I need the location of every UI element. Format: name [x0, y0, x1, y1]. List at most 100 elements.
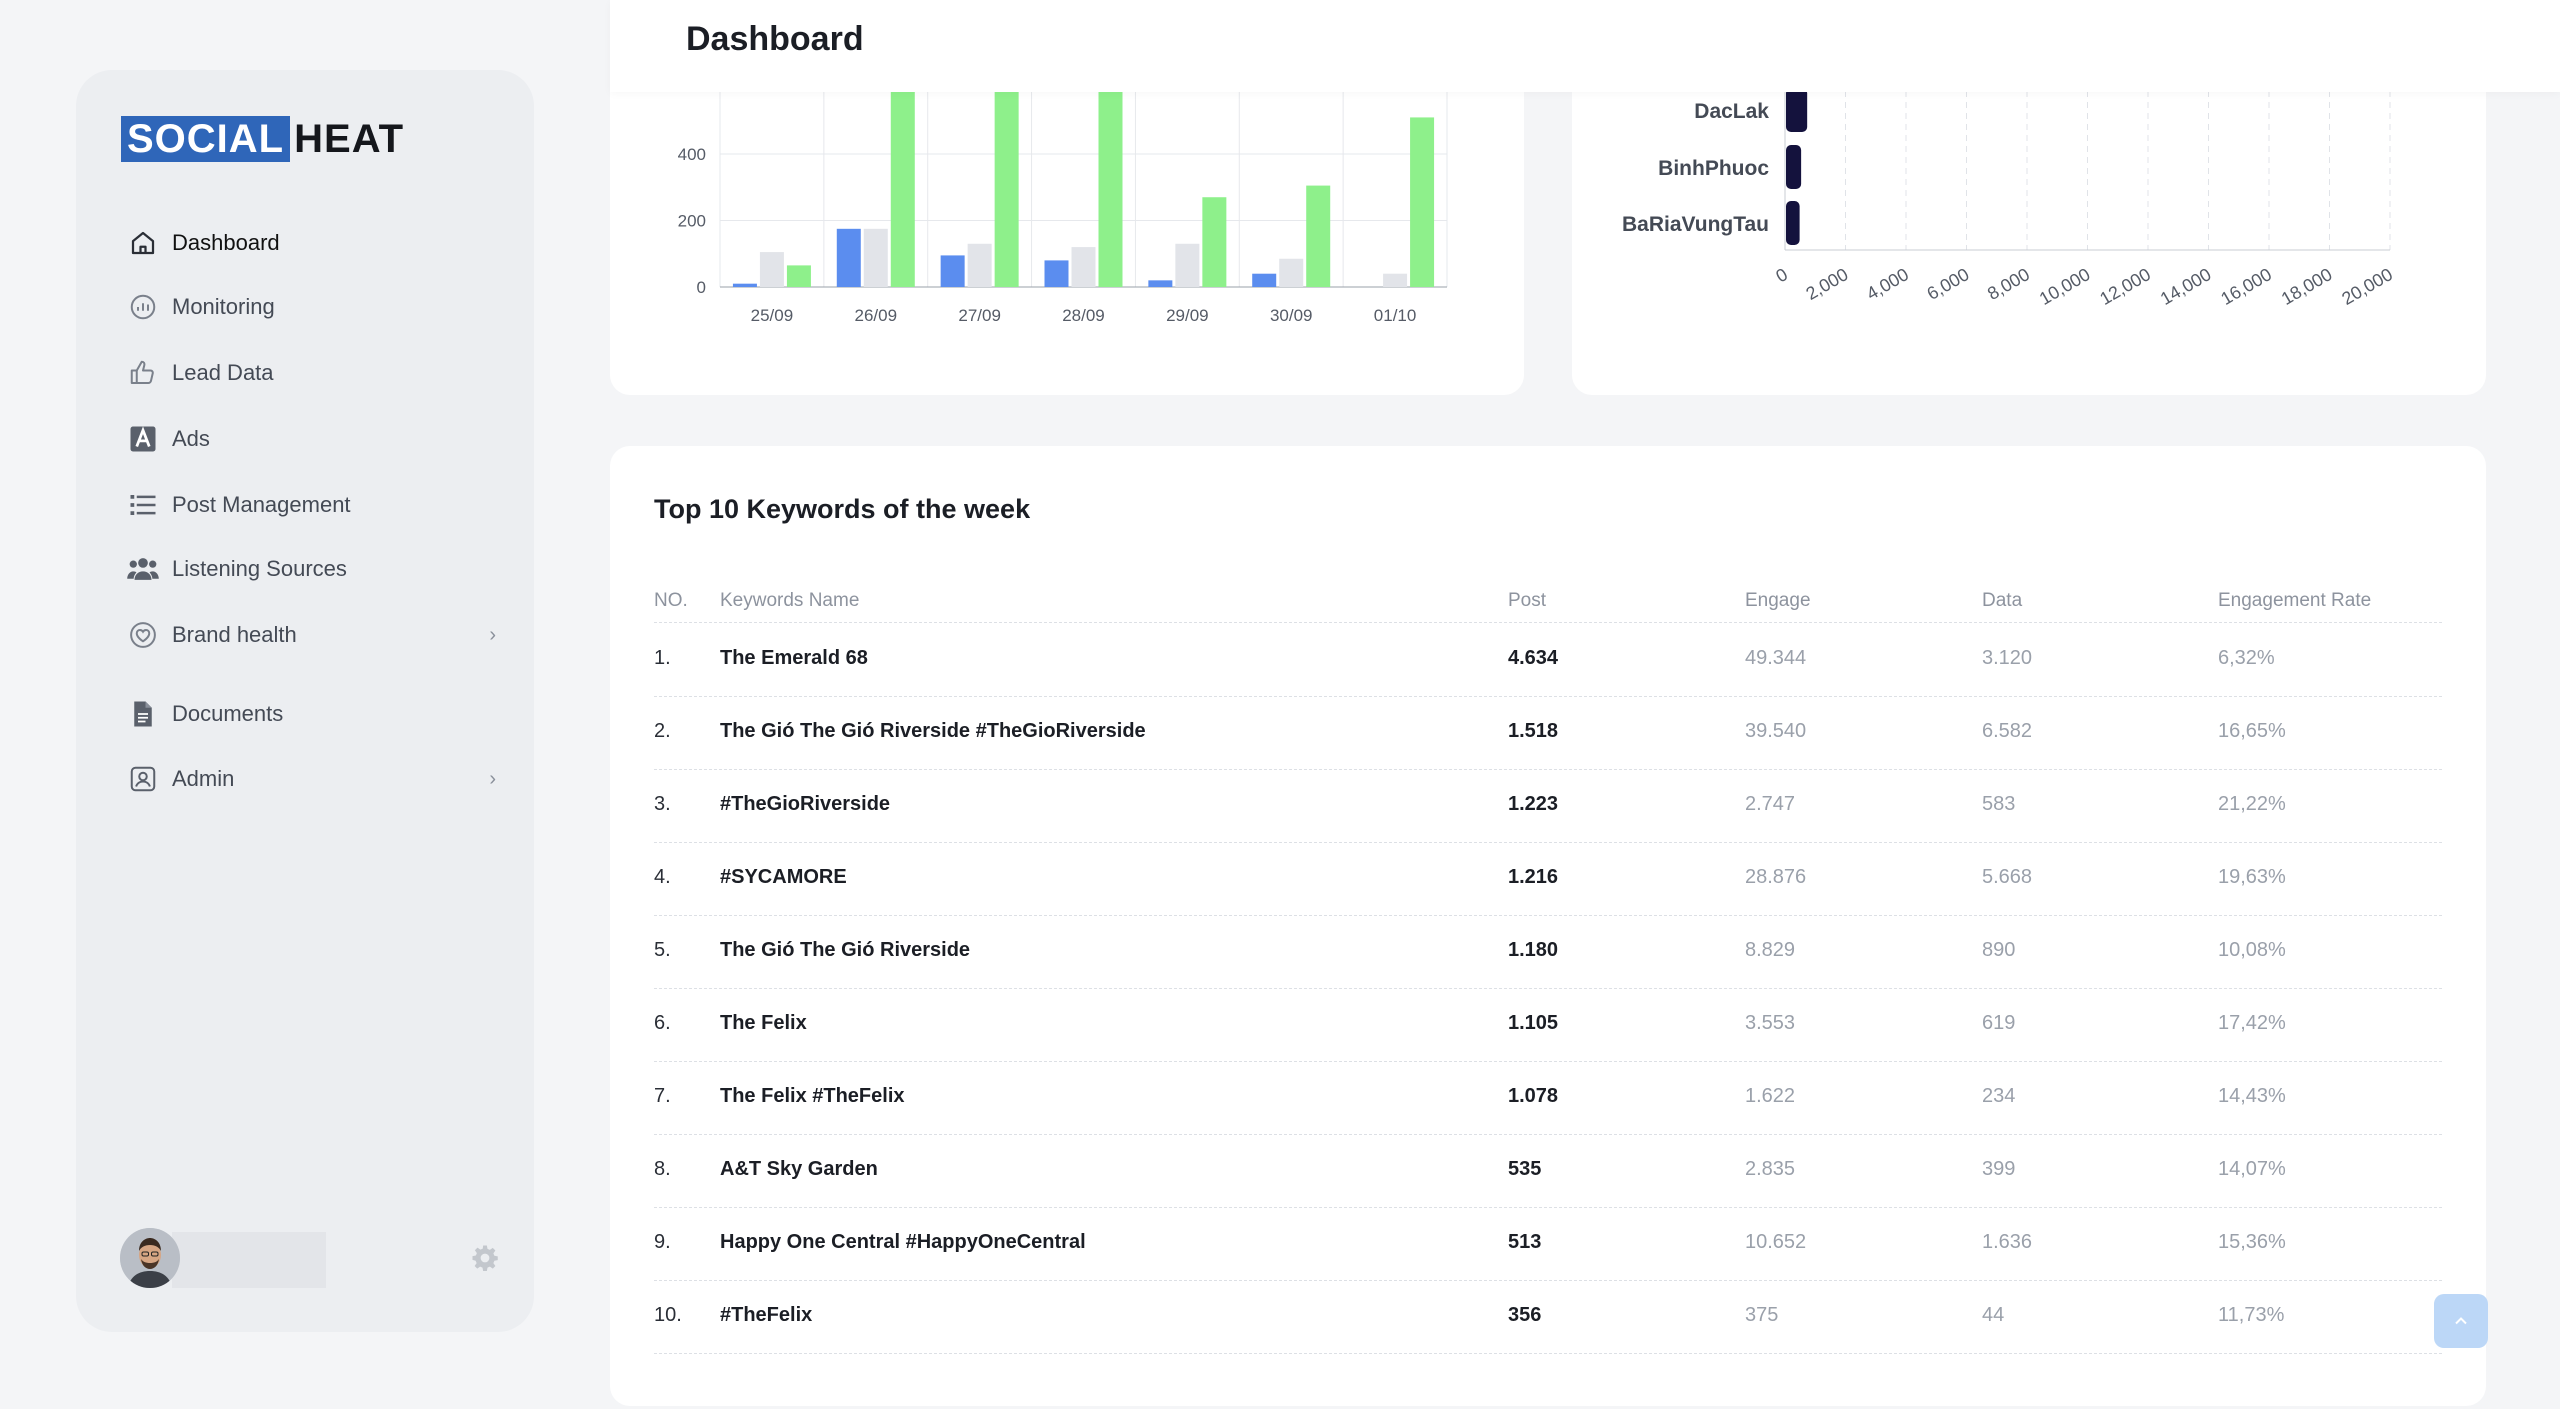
y-category-label: BinhPhuoc — [1658, 157, 1769, 180]
table-row[interactable]: 1. The Emerald 68 4.634 49.344 3.120 6,32% — [654, 623, 2442, 697]
col-header-post[interactable]: Post — [1508, 590, 1547, 611]
cell-rate: 19,63% — [2218, 866, 2286, 888]
x-tick-label: 26/09 — [855, 306, 898, 325]
table-row[interactable]: 10. #TheFelix 356 375 44 11,73% — [654, 1280, 2442, 1354]
cell-no: 8. — [654, 1158, 671, 1180]
sidebar-item-brand-health[interactable]: Brand health › — [126, 610, 496, 660]
table-row[interactable]: 4. #SYCAMORE 1.216 28.876 5.668 19,63% — [654, 842, 2442, 916]
home-icon — [126, 226, 160, 260]
table-title: Top 10 Keywords of the week — [654, 494, 1031, 524]
cell-rate: 11,73% — [2218, 1304, 2285, 1326]
y-tick-label: 400 — [678, 145, 706, 164]
sidebar-item-label: Post Management — [172, 492, 351, 517]
cell-name[interactable]: A&T Sky Garden — [720, 1158, 878, 1180]
cell-name[interactable]: The Emerald 68 — [720, 647, 868, 669]
cell-data: 1.636 — [1982, 1231, 2033, 1253]
bar-s0-30/09[interactable] — [1252, 273, 1277, 287]
region-bar-chart: DacLak BinhPhuoc BaRiaVungTau 0 2,000 4,000 6,… — [1622, 80, 2396, 309]
sidebar-item-label: Brand health — [172, 622, 297, 647]
daily-chart-card: 0 200 400 25/09 26/09 27/09 28/09 29/09 30/09 01/… — [610, 40, 1524, 395]
bar-s1-29/09[interactable] — [1175, 243, 1200, 287]
table-row[interactable]: 6. The Felix 1.105 3.553 619 17,42% — [654, 988, 2442, 1062]
cell-data: 44 — [1982, 1304, 2005, 1326]
bar-s1-27/09[interactable] — [967, 243, 992, 287]
avatar[interactable] — [120, 1228, 180, 1288]
bar-s0-27/09[interactable] — [940, 255, 965, 287]
cell-name[interactable]: The Gió The Gió Riverside #TheGioRiversi… — [720, 720, 1146, 742]
x-tick-label: 0 — [1772, 264, 1791, 286]
bar-DacLak[interactable] — [1786, 88, 1808, 132]
table-row[interactable]: 7. The Felix #TheFelix 1.078 1.622 234 14,43% — [654, 1061, 2442, 1135]
table-row[interactable]: 2. The Gió The Gió Riverside #TheGioRiver… — [654, 696, 2442, 770]
table-row[interactable]: 5. The Gió The Gió Riverside 1.180 8.829 890… — [654, 915, 2442, 989]
cell-name[interactable]: The Felix #TheFelix — [720, 1085, 905, 1107]
page-title: Dashboard — [686, 20, 864, 58]
cell-rate: 16,65% — [2218, 720, 2286, 742]
col-header-rate[interactable]: Engagement Rate — [2218, 590, 2372, 611]
x-tick-label: 28/09 — [1062, 306, 1105, 325]
cell-name[interactable]: The Felix — [720, 1012, 807, 1034]
col-header-engage[interactable]: Engage — [1745, 590, 1811, 611]
cell-data: 234 — [1982, 1085, 2016, 1107]
bar-s0-29/09[interactable] — [1148, 280, 1173, 287]
bar-s0-28/09[interactable] — [1044, 260, 1069, 287]
gear-icon[interactable] — [470, 1243, 500, 1273]
cell-post: 1.180 — [1508, 939, 1559, 961]
brand-logo[interactable]: SOCIAL HEAT — [121, 116, 404, 162]
bar-s2-30/09[interactable] — [1306, 185, 1331, 287]
bar-s2-27/09[interactable] — [994, 70, 1019, 287]
bar-s1-28/09[interactable] — [1071, 247, 1096, 287]
table-row[interactable]: 8. A&T Sky Garden 535 2.835 399 14,07% — [654, 1134, 2442, 1208]
cell-no: 10. — [654, 1304, 682, 1326]
sidebar-item-admin[interactable]: Admin › — [126, 754, 496, 804]
y-tick-label: 200 — [678, 212, 706, 231]
table-row[interactable]: 3. #TheGioRiverside 1.223 2.747 583 21,22% — [654, 769, 2442, 843]
cell-rate: 17,42% — [2218, 1012, 2286, 1034]
monitoring-icon — [126, 290, 160, 324]
sidebar-item-label: Lead Data — [172, 360, 274, 385]
col-header-name[interactable]: Keywords Name — [720, 590, 860, 611]
bar-s2-01/10[interactable] — [1410, 117, 1435, 287]
sidebar-item-monitoring[interactable]: Monitoring — [126, 282, 496, 332]
x-tick-label: 01/10 — [1374, 306, 1417, 325]
sidebar-item-documents[interactable]: Documents — [126, 689, 496, 739]
bar-s0-25/09[interactable] — [732, 283, 757, 287]
cell-name[interactable]: The Gió The Gió Riverside — [720, 939, 971, 961]
bar-s1-01/10[interactable] — [1383, 273, 1408, 287]
bar-s2-26/09[interactable] — [890, 70, 915, 287]
scroll-to-top-button[interactable] — [2434, 1294, 2488, 1348]
bar-s1-26/09[interactable] — [863, 228, 888, 287]
bar-s0-26/09[interactable] — [836, 228, 861, 287]
sidebar-item-label: Dashboard — [172, 230, 280, 255]
sidebar-item-listening-sources[interactable]: Listening Sources — [126, 544, 496, 594]
sidebar-item-post-management[interactable]: Post Management — [126, 480, 496, 530]
bar-s1-30/09[interactable] — [1279, 258, 1304, 287]
bar-s2-28/09[interactable] — [1098, 70, 1123, 287]
admin-icon — [126, 762, 160, 796]
cell-name[interactable]: #TheGioRiverside — [720, 793, 891, 815]
bar-BinhPhuoc[interactable] — [1786, 145, 1802, 189]
cell-name[interactable]: Happy One Central #HappyOneCentral — [720, 1231, 1086, 1253]
sidebar-item-label: Documents — [172, 701, 284, 726]
x-tick-label: 12,000 — [2096, 264, 2154, 309]
sidebar-item-dashboard[interactable]: Dashboard — [126, 218, 496, 268]
sidebar-item-lead-data[interactable]: Lead Data — [126, 348, 496, 398]
bar-s2-29/09[interactable] — [1202, 197, 1227, 287]
document-icon — [126, 697, 160, 731]
bar-s2-25/09[interactable] — [786, 265, 811, 287]
bar-BaRiaVungTau[interactable] — [1786, 201, 1800, 245]
bar-s1-25/09[interactable] — [759, 252, 784, 287]
cell-name[interactable]: #SYCAMORE — [720, 866, 847, 888]
user-profile[interactable] — [120, 1228, 500, 1290]
user-name-placeholder — [172, 1232, 326, 1288]
cell-no: 5. — [654, 939, 671, 961]
table-row[interactable]: 9. Happy One Central #HappyOneCentral 513 1… — [654, 1207, 2442, 1281]
col-header-data[interactable]: Data — [1982, 590, 2023, 611]
chevron-right-icon: › — [489, 767, 496, 790]
x-tick-label: 8,000 — [1984, 264, 2033, 304]
cell-post: 513 — [1508, 1231, 1542, 1253]
x-tick-label: 2,000 — [1802, 264, 1851, 304]
cell-name[interactable]: #TheFelix — [720, 1304, 813, 1326]
heart-shield-icon — [126, 618, 160, 652]
sidebar-item-ads[interactable]: Ads — [126, 414, 496, 464]
